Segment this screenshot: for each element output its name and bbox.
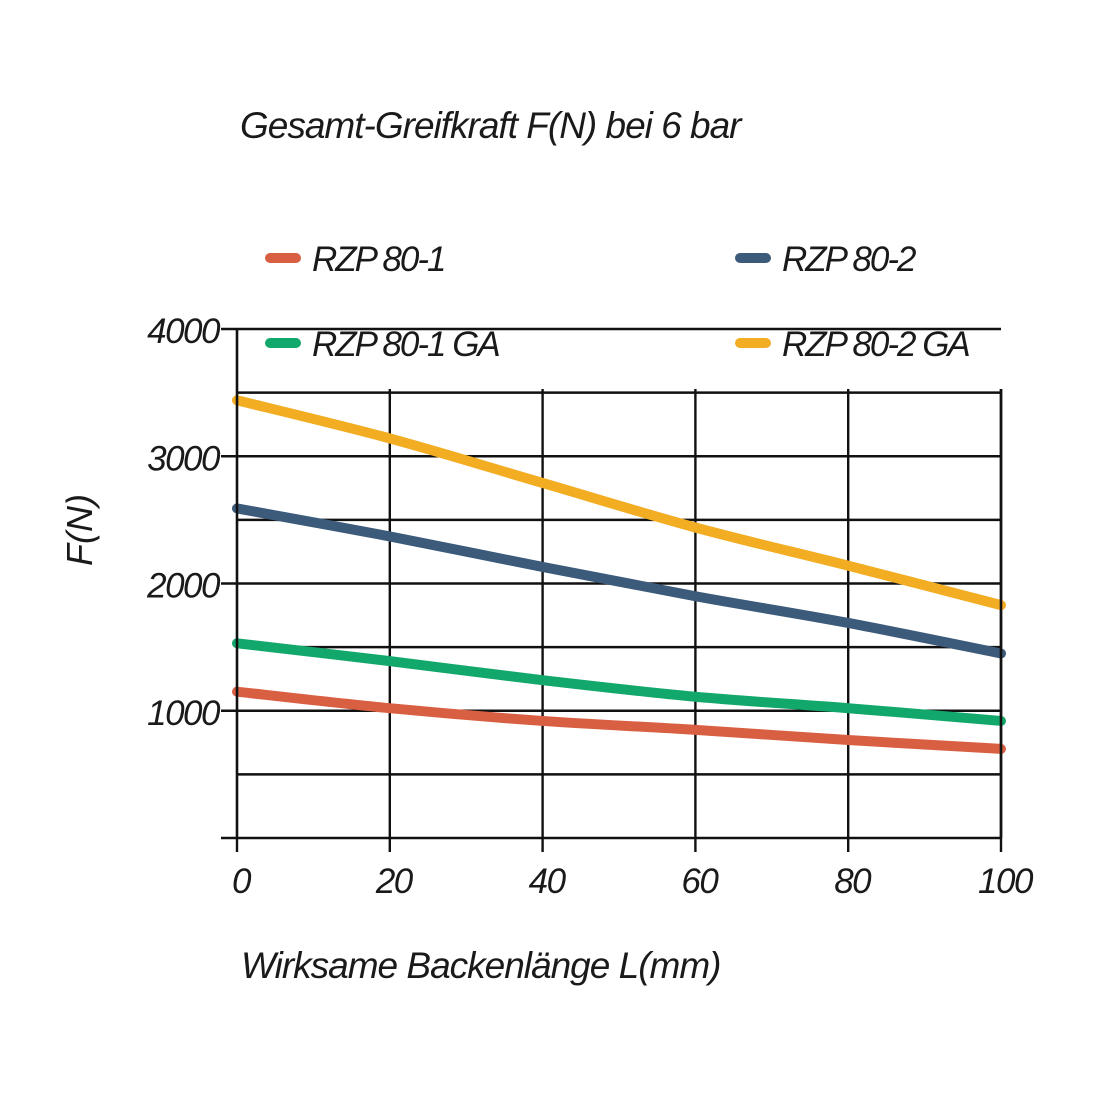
x-tick-label: 60 (681, 862, 719, 901)
legend: RZP 80-1 RZP 80-2 RZP 80-1 GA RZP 80-2 GA (265, 240, 971, 364)
x-tick-label: 20 (375, 862, 414, 901)
x-tick-label: 40 (529, 862, 567, 901)
axes: 0 20 40 60 80 100 1000 2000 3000 4000 (146, 312, 1035, 901)
x-tick-label: 100 (978, 862, 1034, 901)
series-line-rzp-80-1-ga (232, 638, 1006, 726)
y-tick-label: 3000 (147, 439, 221, 478)
y-tick-label: 1000 (147, 694, 221, 733)
series-line-rzp-80-1 (232, 686, 1006, 754)
y-tick-label: 4000 (147, 312, 221, 351)
chart-title: Gesamt-Greifkraft F(N) bei 6 bar (240, 105, 743, 146)
x-axis-label: Wirksame Backenlänge L(mm) (241, 945, 720, 986)
series-lines (232, 395, 1006, 754)
legend-label-rzp-80-2: RZP 80-2 (782, 240, 916, 279)
legend-label-rzp-80-2-ga: RZP 80-2 GA (782, 325, 969, 364)
y-axis-label: F(N) (59, 494, 100, 566)
series-line-rzp-80-2-ga (232, 395, 1006, 611)
y-tick-label: 2000 (146, 567, 221, 606)
x-tick-label: 80 (834, 862, 872, 901)
x-tick-label: 0 (232, 862, 252, 901)
series-line-rzp-80-2 (232, 503, 1006, 659)
legend-label-rzp-80-1: RZP 80-1 (312, 240, 444, 279)
legend-label-rzp-80-1-ga: RZP 80-1 GA (312, 325, 499, 364)
